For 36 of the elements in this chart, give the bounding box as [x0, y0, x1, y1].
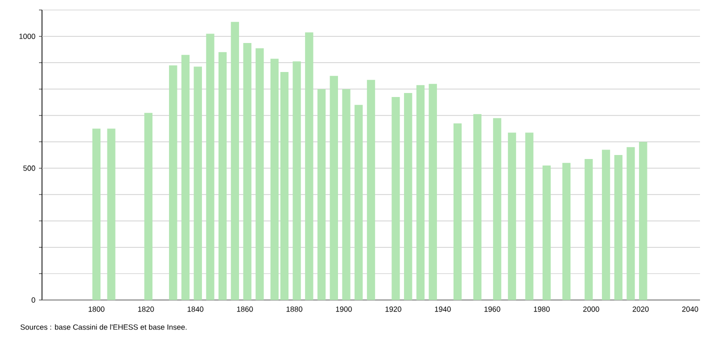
bar [584, 158, 593, 300]
bar [626, 147, 635, 300]
bar [256, 48, 264, 300]
bar [342, 89, 350, 300]
bar [508, 132, 516, 300]
bar [280, 72, 289, 300]
bar [270, 58, 279, 300]
bar [366, 80, 376, 300]
bar [392, 97, 400, 300]
bar [428, 84, 437, 300]
bar [194, 66, 202, 300]
bar [230, 22, 240, 300]
bar [639, 142, 648, 300]
bar [473, 114, 482, 300]
bar [243, 42, 252, 300]
bar [562, 162, 571, 300]
bar [218, 52, 227, 300]
bar [614, 155, 622, 300]
bar [92, 128, 101, 300]
bar [169, 65, 178, 300]
bar [602, 150, 610, 300]
bar [354, 104, 363, 300]
bar [206, 34, 214, 300]
bar [525, 132, 534, 300]
bar [542, 166, 551, 300]
bar [144, 112, 152, 300]
bar [416, 85, 425, 300]
bar [330, 76, 338, 300]
bar [292, 61, 301, 300]
bar [305, 32, 314, 300]
bar [493, 118, 502, 300]
bar [181, 54, 190, 300]
bar [404, 93, 412, 300]
bar [317, 89, 326, 300]
bar [107, 128, 116, 300]
bar [454, 123, 462, 300]
